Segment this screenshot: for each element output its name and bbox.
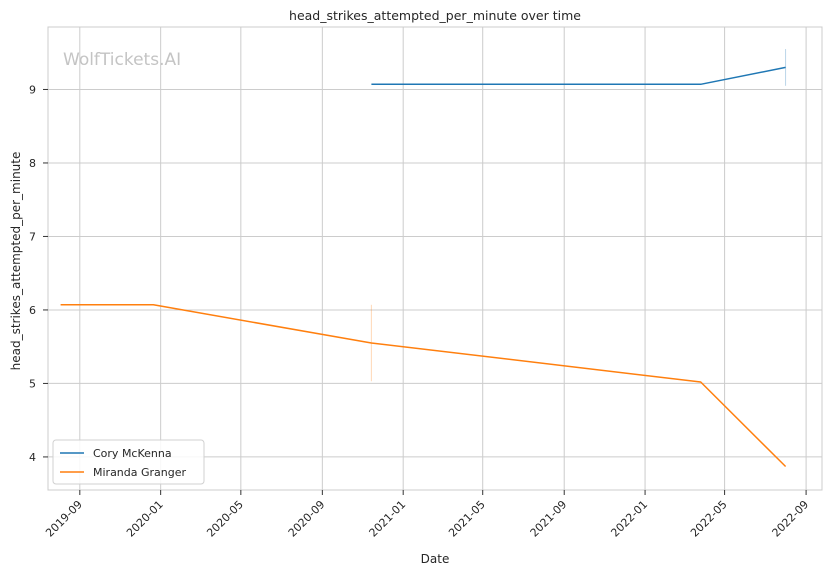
grid [48,27,822,490]
y-tick-label: 8 [29,157,36,170]
series-line-1 [60,304,787,468]
chart-title: head_strikes_attempted_per_minute over t… [289,8,581,23]
y-axis-ticks: 4 5 6 7 8 9 [29,83,48,464]
plot-frame [47,26,823,491]
legend-box [52,439,205,485]
x-tick-label: 2020-09 [286,498,328,540]
x-tick-label: 2019-09 [43,498,85,540]
legend: Cory McKenna Miranda Granger [52,439,205,485]
x-axis-title: Date [421,552,450,566]
series-line-0 [371,66,786,86]
legend-label: Cory McKenna [93,447,172,460]
y-axis-title: head_strikes_attempted_per_minute [9,152,23,371]
x-axis-ticks: 2019-09 2020-01 2020-05 2020-09 2021-01 2021-… [43,490,811,540]
y-tick-label: 5 [29,377,36,390]
x-tick-label: 2022-01 [608,498,650,540]
series-lines [60,66,787,468]
legend-label: Miranda Granger [93,466,187,479]
y-tick-label: 9 [29,83,36,96]
x-tick-label: 2021-09 [528,498,570,540]
error-marks [370,49,787,382]
y-tick-label: 7 [29,230,36,243]
y-tick-label: 4 [29,451,36,464]
x-tick-label: 2022-05 [688,498,730,540]
x-tick-label: 2021-05 [446,498,488,540]
y-tick-label: 6 [29,304,36,317]
watermark: WolfTickets.AI [63,50,181,70]
x-tick-label: 2021-01 [367,498,409,540]
x-tick-label: 2020-05 [204,498,246,540]
x-tick-label: 2020-01 [124,498,166,540]
x-tick-label: 2022-09 [770,498,812,540]
